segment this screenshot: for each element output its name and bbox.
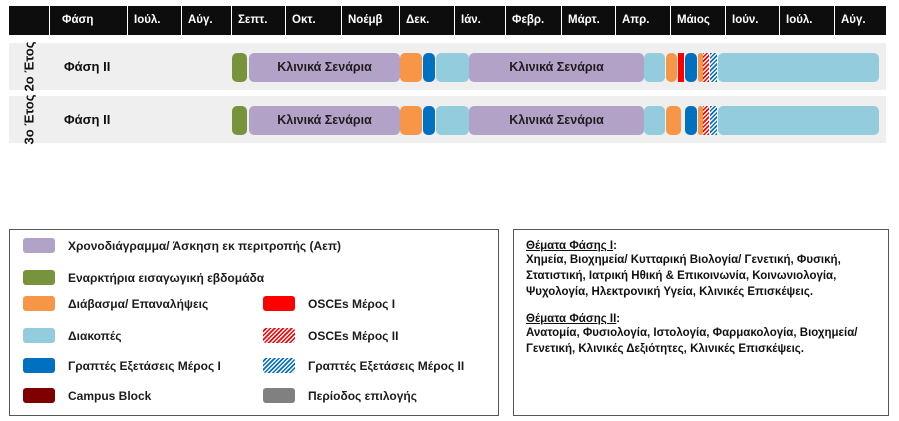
legend-swatch — [23, 388, 55, 403]
written-exam-1-bar — [423, 106, 435, 135]
phase-topics-box: Θέματα Φάσης Ι: Χημεία, Βιοχημεία/ Κυττα… — [513, 229, 889, 416]
legend-item: Περίοδος επιλογής — [263, 388, 417, 403]
year-label: 2ο Έτος — [21, 41, 37, 92]
header-month: Ιάν. — [461, 14, 481, 26]
timeline-row-year-3: 3ο Έτος Φάση ΙΙ Κλινικά Σενάρια Κλινικά … — [9, 94, 886, 145]
revision-bar — [400, 53, 422, 82]
phase-label: Φάση ΙΙ — [64, 59, 111, 74]
timeline-header: Φάση Ιούλ. Αύγ. Σεπτ. Οκτ. Νοέμβ Δεκ. Ιά… — [9, 6, 886, 35]
header-month: Μάρτ. — [568, 14, 600, 26]
header-month: Αύγ. — [841, 14, 866, 26]
legend-swatch — [23, 238, 55, 253]
holidays-bar — [644, 53, 665, 82]
legend-swatch — [263, 358, 295, 373]
header-month: Σεπτ. — [238, 14, 268, 26]
clinical-scenarios-bar: Κλινικά Σενάρια — [249, 106, 400, 135]
phase-2-topics-title: Θέματα Φάσης ΙΙ: — [526, 313, 621, 325]
holidays-bar — [718, 53, 879, 82]
year-label: 3ο Έτος — [21, 94, 37, 145]
holidays-bar — [644, 106, 665, 135]
revision-bar — [400, 106, 422, 135]
legend-item: Εναρκτήρια εισαγωγική εβδομάδα — [23, 270, 264, 285]
written-exam-1-bar — [685, 106, 697, 135]
legend-swatch — [23, 328, 55, 343]
header-month: Ιούλ. — [786, 14, 813, 26]
header-month: Μάιος — [677, 14, 710, 26]
legend: Χρονοδιάγραμμα/ Άσκηση εκ περιτροπής (Αε… — [9, 229, 499, 416]
header-month: Απρ. — [622, 14, 650, 26]
legend-item: Διάβασμα/ Επαναλήψεις — [23, 296, 208, 311]
written-exam-2-bar — [710, 53, 717, 82]
legend-swatch — [263, 296, 295, 311]
revision-bar — [666, 106, 681, 135]
header-month: Ιούν. — [732, 14, 759, 26]
written-exam-1-bar — [685, 53, 697, 82]
legend-item: OSCEs Μέρος ΙΙ — [263, 328, 398, 343]
header-phase: Φάση — [62, 14, 94, 26]
header-month: Νοέμβ — [348, 14, 383, 26]
osce-1-bar — [678, 53, 684, 82]
legend-swatch — [23, 358, 55, 373]
clinical-scenarios-bar: Κλινικά Σενάρια — [469, 106, 644, 135]
legend-swatch — [263, 388, 295, 403]
header-month: Δεκ. — [406, 14, 430, 26]
timeline-row-year-2: 2ο Έτος Φάση ΙΙ Κλινικά Σενάρια Κλινικά … — [9, 41, 886, 92]
legend-item: Διακοπές — [23, 328, 121, 343]
clinical-scenarios-bar: Κλινικά Σενάρια — [249, 53, 400, 82]
header-month: Φεβρ. — [512, 14, 545, 26]
phase-label: Φάση ΙΙ — [64, 112, 111, 127]
phase-2-topics-text: Ανατομία, Φυσιολογία, Ιστολογία, Φαρμακο… — [526, 327, 858, 355]
holidays-bar — [436, 53, 469, 82]
written-exam-2-bar — [710, 106, 717, 135]
written-exam-1-bar — [423, 53, 435, 82]
header-month: Ιούλ. — [134, 14, 161, 26]
legend-swatch — [23, 296, 55, 311]
legend-item: Γραπτές Εξετάσεις Μέρος ΙΙ — [263, 358, 464, 373]
holidays-bar — [436, 106, 469, 135]
legend-swatch — [23, 270, 55, 285]
legend-item: Χρονοδιάγραμμα/ Άσκηση εκ περιτροπής (Αε… — [23, 238, 341, 253]
header-month: Οκτ. — [292, 14, 316, 26]
legend-swatch — [263, 328, 295, 343]
osce-2-bar — [703, 53, 709, 82]
intro-week-bar — [232, 106, 247, 135]
legend-item: OSCEs Μέρος Ι — [263, 296, 395, 311]
clinical-scenarios-bar: Κλινικά Σενάρια — [469, 53, 644, 82]
revision-bar — [698, 53, 703, 82]
header-month: Αύγ. — [188, 14, 213, 26]
intro-week-bar — [232, 53, 247, 82]
legend-item: Campus Block — [23, 388, 151, 403]
legend-item: Γραπτές Εξετάσεις Μέρος Ι — [23, 358, 221, 373]
revision-bar — [698, 106, 703, 135]
osce-2-bar — [703, 106, 709, 135]
phase-1-topics-text: Χημεία, Βιοχημεία/ Κυτταρική Βιολογία/ Γ… — [526, 254, 841, 298]
revision-bar — [666, 53, 677, 82]
phase-1-topics-title: Θέματα Φάσης Ι: — [526, 240, 617, 252]
holidays-bar — [718, 106, 879, 135]
